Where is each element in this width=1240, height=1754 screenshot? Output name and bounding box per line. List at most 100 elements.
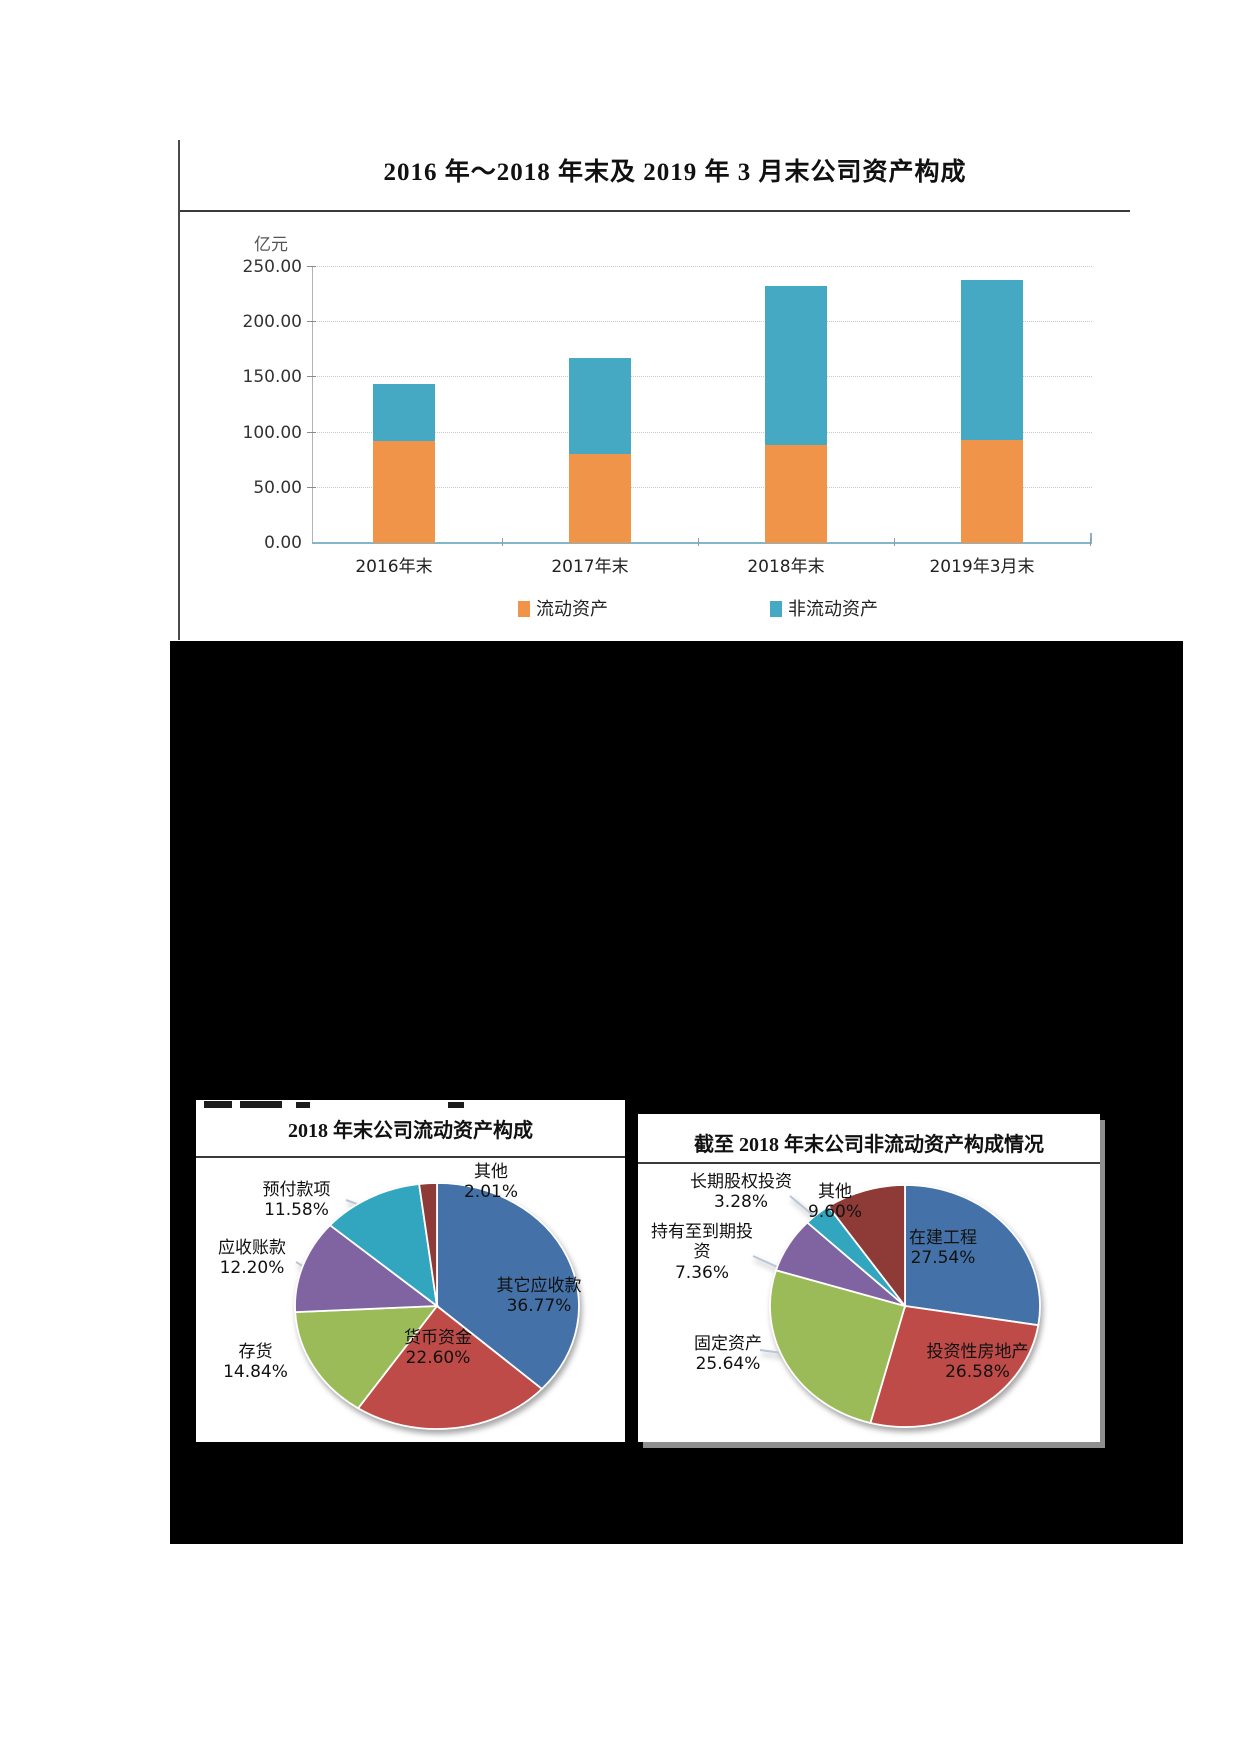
slice-pct: 27.54% [910, 1248, 976, 1269]
pie2-label-fixed-assets: 固定资产 25.64% [668, 1334, 788, 1375]
clipped-text-artifact [240, 1101, 282, 1108]
y-axis-tick [307, 486, 316, 488]
y-axis-labels: 250.00 200.00 150.00 100.00 50.00 0.00 [210, 140, 302, 560]
category-boundary-tick [1090, 538, 1091, 546]
title-underline [180, 210, 1130, 212]
bar-segment-非流动资产 [569, 357, 631, 454]
current-assets-pie-panel: 2018 年末公司流动资产构成 其他 2.01% 其它应收款 36.77% 货币… [196, 1100, 625, 1442]
gridline [312, 266, 1092, 267]
slice-pct: 14.84% [223, 1362, 288, 1383]
slice-label: 应收账款 [218, 1238, 286, 1258]
pie2-title-underline [638, 1162, 1100, 1164]
bar-segment-流动资产 [961, 440, 1023, 543]
x-axis-end-tick [1090, 533, 1092, 542]
pie-slice-存货 [294, 1305, 439, 1410]
slice-label: 固定资产 [694, 1334, 762, 1354]
noncurrent-assets-pie-panel: 截至 2018 年末公司非流动资产构成情况 长期股权投资 3.28% 其他 9.… [638, 1114, 1100, 1442]
slice-pct: 25.64% [695, 1354, 761, 1375]
category-boundary-tick [698, 538, 699, 546]
bar-segment-非流动资产 [765, 285, 827, 445]
pie1-label-inventory: 存货 14.84% [198, 1342, 313, 1383]
bar-segment-流动资产 [373, 441, 435, 543]
bar-segment-流动资产 [765, 444, 827, 543]
slice-label: 持有至到期投资 [651, 1222, 753, 1263]
pie-slice-在建工程 [904, 1184, 1041, 1327]
y-tick-label: 50.00 [253, 477, 302, 498]
legend-label: 流动资产 [536, 599, 608, 620]
gridline [312, 376, 1092, 378]
x-axis-line [312, 542, 1092, 544]
slice-label: 其它应收款 [496, 1276, 582, 1296]
y-axis-tick [307, 376, 316, 378]
slice-pct: 3.28% [713, 1192, 768, 1213]
y-tick-label: 100.00 [242, 422, 302, 443]
slice-pct: 2.01% [463, 1182, 518, 1203]
pie1-label-accounts-receivable: 应收账款 12.20% [196, 1238, 308, 1279]
clipped-text-artifact [448, 1102, 464, 1108]
category-boundary-tick [894, 538, 895, 546]
slice-label: 货币资金 [404, 1328, 472, 1348]
x-tick-label: 2019年3月末 [929, 557, 1035, 577]
gridline [312, 486, 1092, 488]
y-axis-unit-label: 亿元 [254, 235, 288, 255]
gridline [312, 321, 1092, 323]
slice-label: 长期股权投资 [690, 1172, 792, 1192]
y-axis-tick [307, 431, 316, 433]
pie-slice-投资性房地产 [869, 1304, 1040, 1428]
pie2-label-construction-in-progress: 在建工程 27.54% [878, 1228, 1008, 1269]
slice-label: 其他 [474, 1162, 508, 1182]
y-tick-label: 0.00 [264, 533, 302, 553]
slice-label: 预付款项 [262, 1180, 331, 1200]
clipped-text-artifact [296, 1102, 310, 1108]
slice-label: 存货 [238, 1342, 273, 1362]
category-boundary-tick [502, 538, 503, 546]
pie-slice-其他 [827, 1184, 906, 1309]
clipped-text-artifact [204, 1101, 232, 1108]
legend-item-current-assets: 流动资产 [518, 595, 608, 621]
pie-slice-应收账款 [294, 1224, 440, 1314]
pie2-title: 截至 2018 年末公司非流动资产构成情况 [694, 1134, 1044, 1156]
bar-chart-legend: 流动资产 非流动资产 [180, 595, 1170, 625]
gridline [312, 431, 1092, 433]
slice-label: 投资性房地产 [926, 1342, 1029, 1362]
pie-slice-其它应收款 [436, 1182, 580, 1391]
slice-pct: 26.58% [945, 1362, 1010, 1383]
slice-pct: 7.36% [674, 1262, 729, 1283]
slice-label: 其他 [818, 1182, 852, 1202]
slice-pct: 12.20% [219, 1258, 285, 1279]
noncurrent-assets-pie [752, 1184, 1041, 1428]
pie2-label-long-term-equity: 长期股权投资 3.28% [666, 1172, 816, 1213]
pie1-title: 2018 年末公司流动资产构成 [288, 1120, 533, 1142]
pie-slice-货币资金 [356, 1304, 544, 1430]
current-assets-pie [294, 1182, 580, 1430]
bar-segment-非流动资产 [373, 384, 435, 442]
y-axis-tick [307, 266, 316, 267]
bar-plot [307, 266, 1092, 546]
bar-chart-title: 2016 年～2018 年末及 2019 年 3 月末公司资产构成 [383, 159, 967, 186]
slice-pct: 9.60% [807, 1202, 862, 1223]
y-tick-label: 250.00 [242, 257, 302, 277]
legend-swatch-1 [770, 601, 782, 617]
y-axis-tick [307, 321, 316, 323]
pie-slice-其他 [418, 1182, 438, 1307]
pie2-label-investment-property: 投资性房地产 26.58% [890, 1342, 1065, 1383]
x-tick-label: 2017年末 [551, 557, 629, 577]
pie1-label-other-receivables: 其它应收款 36.77% [464, 1276, 614, 1317]
bar-segment-非流动资产 [961, 280, 1023, 441]
legend-label: 非流动资产 [788, 599, 878, 620]
pie-slice-固定资产 [769, 1269, 907, 1425]
slice-pct: 22.60% [405, 1348, 471, 1369]
y-tick-label: 200.00 [242, 312, 302, 333]
legend-item-noncurrent-assets: 非流动资产 [770, 595, 878, 621]
pie1-label-prepayments: 预付款项 11.58% [234, 1180, 359, 1221]
slice-label: 在建工程 [909, 1228, 977, 1248]
pie2-label-other: 其他 9.60% [790, 1182, 880, 1223]
pie1-label-cash: 货币资金 22.60% [368, 1328, 508, 1369]
asset-composition-bar-chart: 2016 年～2018 年末及 2019 年 3 月末公司资产构成 亿元 250… [178, 140, 1170, 640]
legend-swatch-0 [518, 601, 530, 617]
pie-slice-预付款项 [328, 1183, 439, 1309]
bar-segment-流动资产 [569, 453, 631, 543]
pie2-label-held-to-maturity: 持有至到期投资 7.36% [646, 1222, 758, 1283]
y-tick-label: 150.00 [242, 367, 302, 388]
